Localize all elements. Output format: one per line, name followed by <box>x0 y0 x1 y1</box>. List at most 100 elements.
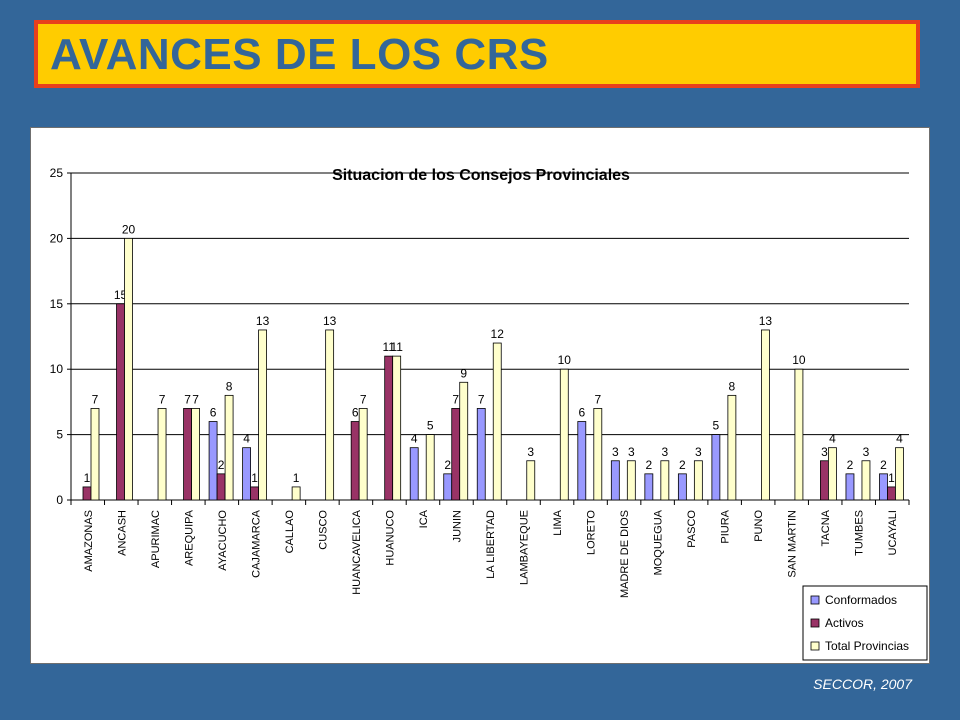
bar <box>820 460 829 501</box>
data-label: 3 <box>863 445 870 459</box>
data-label: 13 <box>759 314 773 328</box>
data-label: 9 <box>460 366 467 380</box>
data-label: 6 <box>578 406 585 420</box>
x-tick-label: UCAYALI <box>887 510 899 555</box>
x-tick-label: ANCASH <box>116 510 128 556</box>
data-label: 15 <box>114 288 128 302</box>
legend-swatch <box>810 618 820 628</box>
x-tick-label: HUANUCO <box>384 510 396 566</box>
x-tick-label: CAJAMARCA <box>250 509 262 578</box>
legend-swatch <box>810 595 820 605</box>
bar <box>242 447 252 501</box>
data-label: 13 <box>256 314 270 328</box>
data-label: 5 <box>713 419 720 433</box>
data-label: 11 <box>390 340 403 354</box>
data-label: 1 <box>251 471 258 485</box>
bar <box>291 486 301 501</box>
bar <box>82 486 92 501</box>
bar <box>409 447 419 501</box>
bar <box>626 460 636 501</box>
data-label: 3 <box>628 445 635 459</box>
x-tick-label: AYACUCHO <box>217 510 229 571</box>
data-label: 12 <box>491 327 505 341</box>
y-tick-label: 0 <box>56 493 63 507</box>
bar <box>183 408 192 501</box>
bar <box>660 460 670 501</box>
x-tick-label: SAN MARTIN <box>787 510 799 578</box>
bar <box>459 381 469 501</box>
y-tick-label: 25 <box>50 166 64 180</box>
data-label: 2 <box>880 458 887 472</box>
bar <box>384 355 394 501</box>
y-tick-label: 15 <box>50 297 64 311</box>
bar <box>761 329 770 501</box>
x-tick-label: TACNA <box>820 509 832 546</box>
x-tick-label: CALLAO <box>284 510 296 554</box>
bar <box>677 473 687 501</box>
data-label: 7 <box>184 392 191 406</box>
data-label: 7 <box>192 392 199 406</box>
bar <box>895 447 904 501</box>
bar <box>443 473 453 501</box>
legend-entry: Activos <box>825 616 864 630</box>
data-label: 3 <box>695 445 702 459</box>
data-label: 4 <box>411 432 418 446</box>
data-label: 8 <box>729 379 736 393</box>
y-tick-label: 20 <box>50 231 64 245</box>
bar <box>845 473 855 501</box>
page-title: AVANCES DE LOS CRS <box>50 30 549 79</box>
bar <box>250 486 260 501</box>
data-label: 1 <box>84 471 91 485</box>
x-tick-label: LAMBAYEQUE <box>519 510 531 585</box>
bar <box>828 447 837 501</box>
x-tick-label: CUSCO <box>317 510 329 550</box>
bar <box>191 408 200 501</box>
x-tick-label: PASCO <box>686 510 698 548</box>
bar <box>116 303 125 501</box>
bar <box>216 473 226 501</box>
bar <box>727 394 737 501</box>
bar <box>224 394 234 501</box>
x-tick-label: AMAZONAS <box>83 510 95 572</box>
data-label: 13 <box>323 314 337 328</box>
bar <box>451 408 461 501</box>
bar <box>577 421 587 501</box>
x-tick-label: AREQUIPA <box>183 509 195 566</box>
legend-entry: Total Provincias <box>825 639 909 653</box>
data-label: 3 <box>821 445 828 459</box>
x-tick-label: HUANCAVELICA <box>351 509 363 594</box>
bar <box>425 434 435 501</box>
bar <box>879 473 888 501</box>
data-label: 7 <box>452 392 459 406</box>
x-tick-label: TUMBES <box>854 510 866 556</box>
data-label: 2 <box>679 458 686 472</box>
data-label: 7 <box>478 392 485 406</box>
data-label: 10 <box>792 353 806 367</box>
data-label: 3 <box>661 445 668 459</box>
bar <box>593 408 603 501</box>
data-label: 4 <box>829 432 836 446</box>
data-label: 1 <box>293 471 300 485</box>
data-label: 6 <box>352 406 359 420</box>
bar <box>157 408 167 501</box>
data-label: 20 <box>122 222 136 236</box>
data-label: 4 <box>896 432 903 446</box>
data-label: 11 <box>382 340 395 354</box>
y-tick-label: 5 <box>56 428 63 442</box>
data-label: 7 <box>594 392 601 406</box>
bar <box>887 486 896 501</box>
bar <box>208 421 218 501</box>
bar <box>90 408 100 501</box>
data-label: 7 <box>92 392 99 406</box>
data-label: 3 <box>527 445 534 459</box>
bar <box>350 421 360 501</box>
chart-panel: Situacion de los Consejos Provinciales 0 5… <box>30 127 930 664</box>
bar <box>325 329 335 501</box>
bar <box>258 329 268 501</box>
bar <box>124 238 133 501</box>
data-label: 2 <box>444 458 451 472</box>
x-tick-label: APURIMAC <box>150 510 162 568</box>
data-label: 2 <box>218 458 225 472</box>
x-tick-label: MADRE DE DIOS <box>619 510 631 598</box>
bar <box>794 368 804 501</box>
